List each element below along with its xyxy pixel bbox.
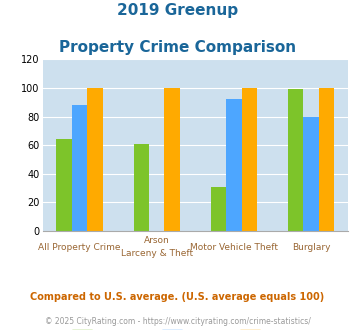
Bar — [72, 105, 87, 231]
Text: Property Crime Comparison: Property Crime Comparison — [59, 40, 296, 54]
Legend: Greenup, Illinois, National: Greenup, Illinois, National — [68, 326, 323, 330]
Text: 2019 Greenup: 2019 Greenup — [117, 3, 238, 18]
Text: © 2025 CityRating.com - https://www.cityrating.com/crime-statistics/: © 2025 CityRating.com - https://www.city… — [45, 317, 310, 326]
Text: Arson: Arson — [144, 236, 170, 245]
Bar — [241, 88, 257, 231]
Bar — [211, 187, 226, 231]
Bar — [288, 89, 303, 231]
Text: Burglary: Burglary — [292, 243, 330, 251]
Bar — [318, 88, 334, 231]
Text: All Property Crime: All Property Crime — [38, 243, 121, 251]
Bar — [303, 116, 318, 231]
Bar — [87, 88, 103, 231]
Text: Compared to U.S. average. (U.S. average equals 100): Compared to U.S. average. (U.S. average … — [31, 292, 324, 302]
Text: Motor Vehicle Theft: Motor Vehicle Theft — [190, 243, 278, 251]
Bar — [164, 88, 180, 231]
Bar — [133, 144, 149, 231]
Bar — [56, 140, 72, 231]
Bar — [226, 99, 241, 231]
Text: Larceny & Theft: Larceny & Theft — [121, 249, 193, 258]
